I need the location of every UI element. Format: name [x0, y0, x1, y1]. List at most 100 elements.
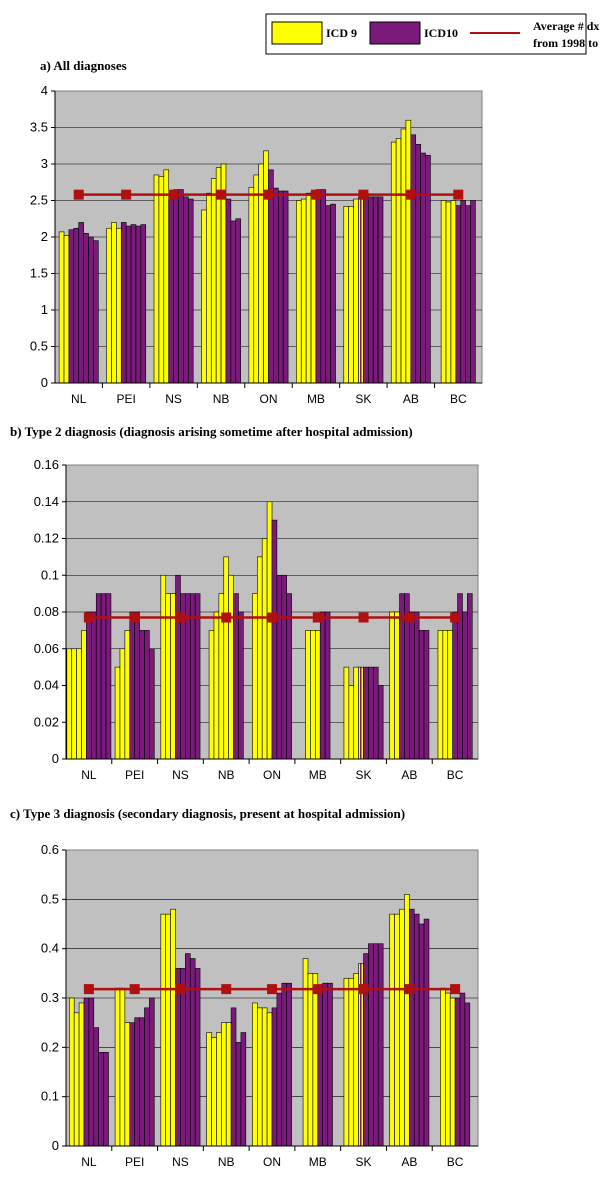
bar-pei-icd9 — [111, 222, 117, 384]
bar-ns-icd10 — [173, 189, 179, 384]
bar-on-icd9 — [263, 150, 269, 384]
legend-icd10-swatch — [369, 21, 421, 45]
bar-on-icd10 — [271, 1007, 278, 1147]
bar-mb-icd9 — [305, 192, 312, 384]
average-marker — [450, 984, 461, 995]
legend-icd9-swatch — [271, 21, 323, 45]
bar-nl-icd10 — [93, 1027, 99, 1147]
bar-nl-icd10 — [73, 227, 80, 384]
bar-on-icd9 — [252, 1002, 258, 1147]
y-tick-label: 0 — [52, 1138, 59, 1153]
bar-on-icd9 — [253, 174, 260, 384]
bar-ns-icd10 — [189, 958, 196, 1147]
bar-nb-icd9 — [225, 1022, 232, 1147]
bar-nl-icd9 — [71, 648, 77, 760]
chart-2-group: 0 0.1 0.2 0.3 0.4 0.5 0.6 NL PEI NS NB ON MB SK AB BC — [41, 842, 479, 1169]
average-marker — [221, 984, 232, 995]
bar-nl-icd10 — [91, 611, 97, 760]
bar-pei-icd9 — [114, 666, 121, 760]
bar-sk-icd10 — [372, 196, 379, 384]
bar-nl-icd10 — [88, 236, 94, 384]
bar-nl-icd9 — [73, 1012, 80, 1147]
category-label: PEI — [116, 392, 135, 406]
bar-ns-icd10 — [180, 968, 186, 1147]
bar-mb-icd9 — [315, 630, 321, 760]
bar-on-icd9 — [248, 187, 255, 384]
bar-bc-icd9 — [447, 630, 453, 760]
bar-mb-icd9 — [302, 958, 309, 1147]
bar-ab-icd9 — [389, 913, 395, 1147]
bar-sk-icd9 — [348, 206, 354, 384]
bar-ab-icd10 — [409, 908, 415, 1147]
bar-on-icd10 — [276, 574, 283, 760]
bar-bc-icd10 — [460, 200, 466, 384]
bar-nl-icd10 — [83, 997, 90, 1147]
bar-nl-icd9 — [78, 1002, 85, 1147]
bar-bc-icd9 — [440, 987, 446, 1147]
bar-mb-icd9 — [307, 973, 314, 1147]
y-tick-label: 0.14 — [34, 494, 59, 509]
bar-sk-icd10 — [368, 943, 374, 1147]
category-label: NL — [81, 768, 97, 782]
bar-sk-icd10 — [377, 685, 384, 760]
bar-ns-icd10 — [194, 968, 201, 1147]
bar-ab-icd10 — [410, 134, 417, 384]
bar-sk-icd10 — [367, 196, 374, 384]
average-marker — [175, 984, 186, 995]
bar-sk-icd9 — [343, 666, 350, 760]
average-marker — [404, 984, 415, 995]
bar-pei-icd10 — [135, 225, 142, 384]
bar-mb-icd9 — [296, 200, 302, 384]
bar-pei-icd10 — [130, 224, 137, 384]
bar-nl-icd10 — [86, 611, 92, 760]
bar-ab-icd9 — [399, 908, 405, 1147]
charts-layer: 0 0.5 1 1.5 2 2.5 3 3.5 4 NL PEI NS NB ON MB SK AB BC 0 0.0… — [30, 83, 483, 1169]
category-label: BC — [450, 392, 467, 406]
bar-on-icd10 — [276, 992, 283, 1147]
bar-nb-icd9 — [206, 192, 212, 384]
bar-sk-icd9 — [353, 198, 359, 384]
category-label: NL — [81, 1155, 97, 1169]
bar-bc-icd10 — [455, 205, 462, 384]
bar-pei-icd9 — [106, 227, 112, 384]
bar-ab-icd9 — [394, 611, 400, 760]
y-tick-label: 4 — [41, 83, 48, 98]
bar-pei-icd9 — [119, 648, 126, 760]
average-marker — [405, 189, 416, 200]
bar-sk-icd10 — [363, 192, 369, 384]
category-label: NS — [165, 392, 182, 406]
average-marker — [73, 189, 84, 200]
category-label: MB — [307, 392, 325, 406]
bar-bc-icd10 — [452, 611, 458, 760]
category-label: ON — [263, 768, 281, 782]
category-label: AB — [403, 392, 419, 406]
bar-sk-stripe — [358, 196, 364, 384]
bar-nl-icd9 — [81, 630, 87, 760]
average-marker — [168, 189, 179, 200]
bar-mb-icd9 — [305, 630, 311, 760]
average-marker — [216, 189, 227, 200]
y-tick-label: 0.1 — [41, 567, 59, 582]
chart-c-title: c) Type 3 diagnosis (secondary diagnosis… — [10, 806, 405, 821]
bar-pei-icd9 — [116, 227, 122, 384]
bar-sk-icd9 — [353, 973, 359, 1147]
bar-mb-icd10 — [327, 982, 333, 1147]
bar-ab-icd9 — [394, 913, 400, 1147]
bar-ns-icd10 — [175, 968, 181, 1147]
bar-mb-icd10 — [325, 205, 331, 384]
average-marker — [175, 612, 186, 623]
average-marker — [453, 189, 464, 200]
chart-0-group: 0 0.5 1 1.5 2 2.5 3 3.5 4 NL PEI NS NB ON MB SK AB BC — [30, 83, 483, 406]
bar-ns-icd9 — [153, 174, 160, 384]
y-tick-label: 0.02 — [34, 714, 59, 729]
bar-on-icd9 — [266, 1012, 273, 1147]
bar-nb-icd9 — [228, 574, 234, 760]
bar-ns-icd9 — [170, 908, 176, 1147]
category-label: NB — [218, 1155, 235, 1169]
bar-nl-icd9 — [58, 231, 65, 384]
bar-mb-icd10 — [320, 189, 327, 384]
bar-pei-icd10 — [140, 224, 147, 384]
y-tick-label: 0 — [52, 751, 59, 766]
bar-nl-icd9 — [66, 648, 73, 760]
